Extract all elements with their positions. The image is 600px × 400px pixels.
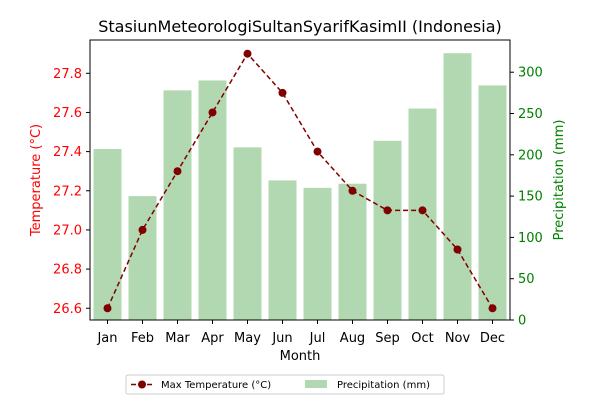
- precipitation-bar: [93, 149, 122, 320]
- temperature-point: [453, 245, 462, 254]
- x-tick-label: May: [234, 331, 261, 346]
- precipitation-bar: [198, 80, 227, 320]
- temperature-point: [138, 225, 147, 234]
- legend: Max Temperature (°C) Precipitation (mm): [125, 374, 445, 395]
- precipitation-bar: [478, 85, 507, 320]
- temperature-point: [103, 304, 112, 313]
- y-left-tick-label: 27.6: [53, 106, 82, 121]
- precipitation-bar: [338, 183, 367, 320]
- x-tick-label: Mar: [165, 331, 190, 346]
- y-left-tick-label: 27.8: [53, 67, 82, 82]
- x-tick-label: Jan: [96, 331, 117, 346]
- chart-title: StasiunMeteorologiSultanSyarifKasimII (I…: [98, 17, 502, 36]
- x-tick-label: Oct: [411, 331, 433, 346]
- temperature-point: [173, 167, 182, 176]
- precipitation-bar: [128, 196, 157, 320]
- x-tick-label: Apr: [201, 331, 224, 346]
- legend-label-temperature: Max Temperature (°C): [161, 380, 271, 391]
- temperature-line: [106, 52, 494, 309]
- x-tick-label: Sep: [375, 331, 400, 346]
- precipitation-bar: [373, 140, 402, 320]
- legend-label-precipitation: Precipitation (mm): [337, 380, 430, 391]
- precipitation-bar: [268, 180, 297, 320]
- x-axis: Jan Feb Mar Apr May Jun Jul Aug Sep Oct Nov Dec: [96, 320, 505, 346]
- plot-frame: [89, 39, 511, 321]
- y-left-tick-label: 27.0: [53, 223, 82, 238]
- x-tick-label: Nov: [445, 331, 471, 346]
- temperature-point: [208, 108, 217, 117]
- temperature-point: [418, 206, 427, 215]
- temperature-point: [488, 304, 497, 313]
- x-tick-label: Jun: [271, 331, 292, 346]
- x-axis-label: Month: [280, 349, 321, 364]
- y-right-tick-label: 0: [518, 314, 526, 329]
- y-left-axis: 26.6 26.8 27.0 27.2 27.4 27.6 27.8: [53, 67, 90, 317]
- y-left-axis-label: Temperature (°C): [29, 124, 44, 237]
- precipitation-bar: [303, 187, 332, 320]
- precipitation-bar: [233, 147, 262, 320]
- y-left-tick-label: 26.8: [53, 263, 82, 278]
- x-tick-label: Aug: [340, 331, 365, 346]
- line-layer: [103, 49, 497, 313]
- legend-box: [125, 374, 445, 395]
- x-tick-label: Feb: [131, 331, 154, 346]
- precipitation-bar: [163, 90, 192, 320]
- y-right-tick-label: 50: [518, 272, 535, 287]
- y-right-tick-label: 300: [518, 66, 543, 81]
- y-left-tick-label: 27.4: [53, 145, 82, 160]
- y-right-tick-label: 200: [518, 148, 543, 163]
- temperature-point: [278, 88, 287, 97]
- y-right-tick-label: 100: [518, 231, 543, 246]
- y-left-tick-label: 27.2: [53, 184, 82, 199]
- y-right-tick-label: 150: [518, 190, 543, 205]
- y-right-axis: 0 50 100 150 200 250 300: [510, 66, 543, 329]
- x-tick-label: Dec: [480, 331, 505, 346]
- legend-marker-swatch: [138, 380, 146, 389]
- temperature-point: [383, 206, 392, 215]
- y-right-tick-label: 250: [518, 107, 543, 122]
- legend-bar-swatch: [305, 380, 327, 388]
- bars-layer: [93, 53, 507, 321]
- x-tick-label: Jul: [309, 331, 326, 346]
- y-right-axis-label: Precipitation (mm): [552, 120, 567, 241]
- temperature-point: [313, 147, 322, 156]
- temperature-point: [348, 186, 357, 195]
- precipitation-bar: [443, 53, 472, 321]
- temperature-point: [243, 49, 252, 58]
- y-left-tick-label: 26.6: [53, 302, 82, 317]
